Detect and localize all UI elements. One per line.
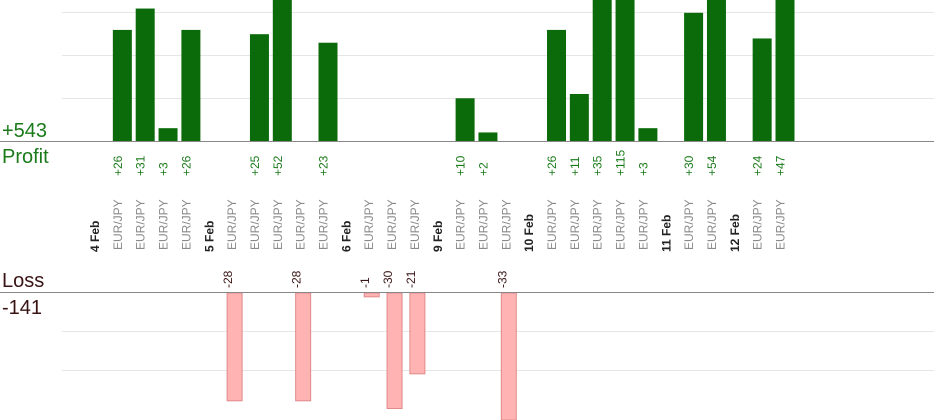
loss-bar: [363, 292, 380, 298]
symbol-label: EUR/JPY: [408, 199, 422, 250]
loss-bar: [295, 292, 312, 402]
profit-bar: [158, 128, 178, 141]
loss-bar: [409, 292, 426, 375]
profit-value-label: +115: [614, 150, 628, 176]
profit-value-label: +52: [271, 155, 285, 176]
profit-value-label: +31: [134, 155, 148, 176]
symbol-label: EUR/JPY: [362, 199, 376, 250]
symbol-label: EUR/JPY: [499, 199, 513, 250]
profit-total: +543: [2, 120, 47, 142]
profit-bar: [181, 29, 201, 142]
profit-value-label: +25: [248, 155, 262, 176]
symbol-label: EUR/JPY: [271, 199, 285, 250]
date-label: 12 Feb: [728, 214, 742, 252]
symbol-label: EUR/JPY: [705, 199, 719, 250]
profit-bar: [547, 29, 566, 142]
profit-bar: [638, 128, 658, 141]
date-label: 4 Feb: [88, 221, 102, 252]
symbol-label: EUR/JPY: [454, 199, 468, 250]
profit-label: Profit: [2, 146, 49, 168]
symbol-label: EUR/JPY: [225, 199, 239, 250]
symbol-label: EUR/JPY: [134, 199, 148, 250]
profit-bar: [752, 38, 772, 141]
value-labels: +26 +31 +3 +26 -28 +25 +52 -28 +23 -1 -30 -21 +10 +2 -…: [111, 150, 788, 288]
symbol-label: EUR/JPY: [774, 199, 788, 250]
symbol-label: EUR/JPY: [248, 199, 262, 250]
profit-value-label: +26: [111, 155, 125, 176]
loss-value-label: -28: [290, 270, 304, 288]
profit-value-label: +54: [705, 155, 719, 176]
date-label: 6 Feb: [339, 221, 353, 252]
loss-value-label: -1: [358, 277, 372, 288]
symbol-label: EUR/JPY: [385, 199, 399, 250]
profit-value-label: +23: [317, 155, 331, 176]
profit-value-label: +24: [751, 155, 765, 176]
loss-value-label: -21: [404, 270, 418, 288]
profit-bar: [569, 94, 589, 141]
symbol-label: EUR/JPY: [682, 199, 696, 250]
date-label: 11 Feb: [659, 215, 673, 252]
symbol-label: EUR/JPY: [179, 199, 193, 250]
loss-value-label: -30: [381, 270, 395, 288]
profit-value-label: +3: [157, 162, 171, 176]
profit-bar: [775, 0, 795, 141]
profit-bar: [455, 98, 475, 141]
symbol-label: EUR/JPY: [636, 199, 650, 250]
date-label: 9 Feb: [431, 221, 445, 252]
symbol-label: EUR/JPY: [545, 199, 559, 250]
symbol-label: EUR/JPY: [614, 199, 628, 250]
date-label: 10 Feb: [522, 214, 536, 252]
profit-bar: [592, 0, 612, 141]
profit-value-label: +26: [545, 155, 559, 176]
date-label: 5 Feb: [202, 221, 216, 252]
symbol-label: EUR/JPY: [568, 199, 582, 250]
profit-value-label: +35: [591, 155, 605, 176]
profit-value-label: +30: [682, 155, 696, 176]
profit-bar: [249, 34, 269, 141]
category-labels: 4 Feb EUR/JPY EUR/JPY EUR/JPY EUR/JPY 5 Feb EU…: [88, 199, 788, 252]
profit-bar: [318, 42, 338, 141]
symbol-label: EUR/JPY: [476, 199, 490, 250]
loss-bar: [500, 292, 517, 420]
profit-bar: [615, 0, 635, 141]
profit-value-label: +2: [476, 162, 490, 176]
profit-value-label: +47: [774, 155, 788, 176]
symbol-label: EUR/JPY: [157, 199, 171, 250]
profit-value-label: +3: [636, 162, 650, 176]
loss-bar: [386, 292, 403, 409]
profit-bar: [112, 29, 132, 142]
symbol-label: EUR/JPY: [751, 199, 765, 250]
bars: [112, 0, 795, 420]
symbol-label: EUR/JPY: [111, 199, 125, 250]
symbol-label: EUR/JPY: [294, 199, 308, 250]
symbol-label: EUR/JPY: [317, 199, 331, 250]
profit-bar: [272, 0, 292, 141]
profit-bar: [135, 8, 155, 141]
loss-total: -141: [2, 297, 42, 319]
profit-value-label: +11: [568, 156, 582, 176]
loss-value-label: -28: [221, 270, 235, 288]
profit-bar: [478, 132, 498, 141]
symbol-label: EUR/JPY: [591, 199, 605, 250]
loss-value-label: -33: [495, 270, 509, 288]
profit-bar: [706, 0, 726, 141]
profit-value-label: +26: [179, 155, 193, 176]
profit-bar: [684, 12, 704, 142]
loss-label: Loss: [2, 270, 44, 292]
loss-bar: [226, 292, 243, 402]
profit-value-label: +10: [454, 155, 468, 176]
